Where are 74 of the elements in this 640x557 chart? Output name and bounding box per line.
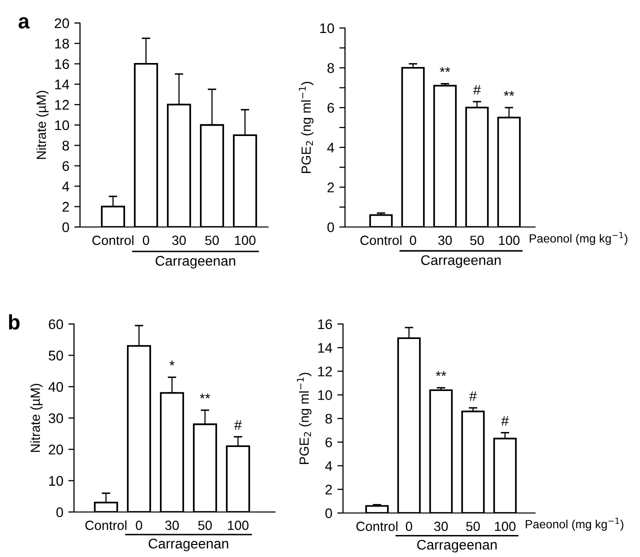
x-tick-label: Control: [85, 520, 126, 530]
chart-title: a: [18, 17, 30, 29]
text: Carrageenan: [417, 540, 497, 552]
y-tick-label: 6: [326, 437, 332, 448]
y-tick-label: 2: [328, 182, 334, 192]
x-tick-label: 0: [406, 522, 412, 532]
text: Carrageenan: [421, 255, 501, 268]
x-tick-label: 50: [198, 520, 212, 530]
y-tick-label: 20: [54, 18, 70, 28]
y-tick-label: 40: [48, 382, 64, 392]
text: Carrageenan: [156, 256, 236, 269]
text: Carrageenan: [148, 538, 228, 552]
x-tick-label: 30: [172, 236, 186, 246]
y-tick-label: 0: [62, 222, 70, 232]
annotation: **: [504, 90, 514, 96]
x-tick-label: 50: [466, 522, 480, 532]
y-axis-title: Nitrate (µM): [36, 90, 49, 159]
x-tick-label: 100: [235, 236, 256, 246]
x-tick-label: 0: [410, 236, 416, 246]
x-tick-label: 30: [438, 236, 452, 246]
y-tick-label: 2: [62, 202, 69, 212]
x-tick-label: 100: [228, 520, 248, 530]
y-axis-title: PGE$_{2}$ (ng ml$^{−1}$): [296, 372, 312, 464]
y-tick-label: 12: [55, 100, 69, 110]
y-tick-label: 6: [328, 102, 334, 113]
x-tick-label: 50: [205, 236, 219, 246]
y-tick-label: 0: [327, 222, 334, 232]
y-tick-label: 0: [56, 507, 64, 518]
x-tick-label: Control: [356, 521, 398, 532]
annotation: #: [473, 85, 481, 95]
y-tick-label: 8: [327, 63, 334, 73]
x-axis-title: Paeonol (mg kg$^{−1}$): [530, 232, 628, 245]
y-tick-label: 60: [48, 319, 64, 330]
y-tick-label: 12: [318, 366, 332, 376]
annotation: #: [469, 391, 477, 401]
y-tick-label: 14: [55, 80, 70, 90]
x-tick-label: Control: [92, 235, 134, 246]
y-tick-label: 50: [48, 350, 64, 361]
y-tick-label: 10: [49, 476, 64, 486]
y-tick-label: 0: [325, 508, 332, 518]
x-tick-label: 30: [434, 522, 448, 532]
x-tick-label: Control: [360, 235, 402, 246]
y-tick-label: 14: [318, 343, 332, 353]
annotation: **: [200, 394, 210, 398]
annotation: #: [501, 416, 509, 426]
annotation: **: [440, 67, 450, 72]
y-tick-label: 30: [48, 413, 64, 424]
x-tick-label: 50: [470, 236, 484, 246]
x-tick-label: 100: [499, 236, 520, 246]
x-tick-label: 0: [142, 236, 150, 246]
annotation: **: [436, 371, 446, 376]
chart-title: b: [9, 314, 20, 330]
annotation: *: [170, 360, 174, 366]
y-tick-label: 10: [55, 120, 70, 130]
x-tick-label: 30: [165, 520, 179, 530]
x-tick-label: 100: [495, 522, 516, 532]
y-tick-label: 20: [48, 444, 64, 455]
y-axis-title: Nitrate (µM): [30, 384, 43, 452]
x-axis-title: Paeonol (mg kg$^{−1}$): [526, 518, 624, 531]
y-tick-label: 8: [325, 414, 332, 424]
y-axis-title: PGE$_{2}$ (ng ml$^{−1}$): [298, 82, 314, 173]
y-tick-label: 8: [62, 140, 69, 151]
y-tick-label: 4: [62, 182, 70, 192]
y-tick-label: 10: [318, 390, 332, 400]
y-tick-label: 16: [318, 319, 332, 330]
annotation: #: [234, 420, 242, 430]
y-tick-label: 10: [320, 23, 334, 34]
y-tick-label: 2: [326, 484, 332, 494]
y-tick-label: 18: [55, 38, 69, 49]
y-tick-label: 4: [327, 142, 334, 152]
y-tick-label: 4: [325, 461, 332, 471]
x-tick-label: 0: [136, 520, 142, 530]
y-tick-label: 16: [55, 59, 69, 69]
y-tick-label: 6: [62, 161, 69, 171]
